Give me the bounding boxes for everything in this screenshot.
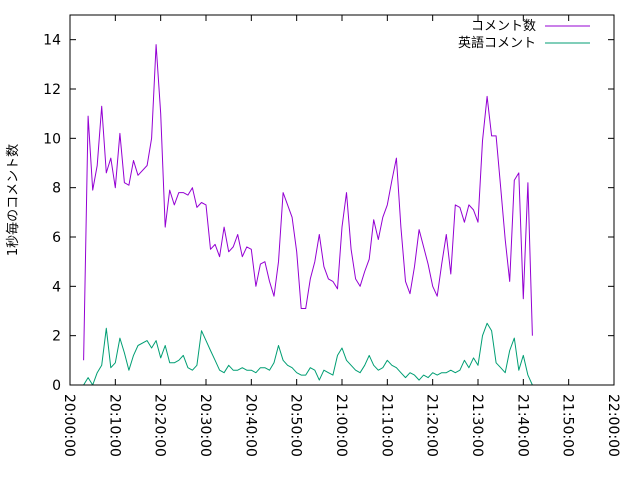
y-tick-label: 14 — [43, 33, 61, 49]
y-tick-label: 10 — [43, 131, 61, 147]
series-line-2 — [83, 322, 533, 386]
x-tick-label: 22:00:00 — [605, 394, 621, 457]
x-tick-label: 20:20:00 — [152, 394, 168, 457]
series-lines — [83, 44, 533, 386]
x-tick-label: 21:30:00 — [469, 394, 485, 457]
legend-label: コメント数 — [471, 19, 536, 34]
x-tick-label: 20:10:00 — [106, 394, 122, 457]
x-tick-label: 20:00:00 — [61, 394, 77, 457]
y-tick-label: 8 — [52, 181, 61, 197]
plot-frame — [69, 14, 615, 386]
x-tick-label: 21:40:00 — [514, 394, 530, 457]
x-axis: 20:00:00 20:10:00 20:20:00 20:30:00 20:40:00… — [61, 15, 621, 457]
x-tick-label: 20:30:00 — [197, 394, 213, 457]
series-line-1 — [83, 44, 533, 361]
y-axis-label: 1秒毎のコメント数 — [5, 144, 21, 256]
x-tick-label: 21:20:00 — [424, 394, 440, 457]
x-tick-label: 20:50:00 — [288, 394, 304, 457]
x-tick-label: 21:00:00 — [333, 394, 349, 457]
x-tick-label: 20:40:00 — [242, 394, 258, 457]
y-tick-label: 6 — [52, 230, 61, 246]
y-tick-label: 0 — [52, 378, 61, 394]
y-tick-label: 4 — [52, 279, 61, 295]
y-tick-label: 12 — [43, 82, 61, 98]
y-tick-label: 2 — [52, 329, 61, 345]
legend-label: 英語コメント — [458, 35, 536, 51]
x-tick-label: 21:10:00 — [378, 394, 394, 457]
x-tick-label: 21:50:00 — [560, 394, 576, 457]
y-axis: 0 2 4 6 8 10 12 14 — [43, 33, 614, 394]
